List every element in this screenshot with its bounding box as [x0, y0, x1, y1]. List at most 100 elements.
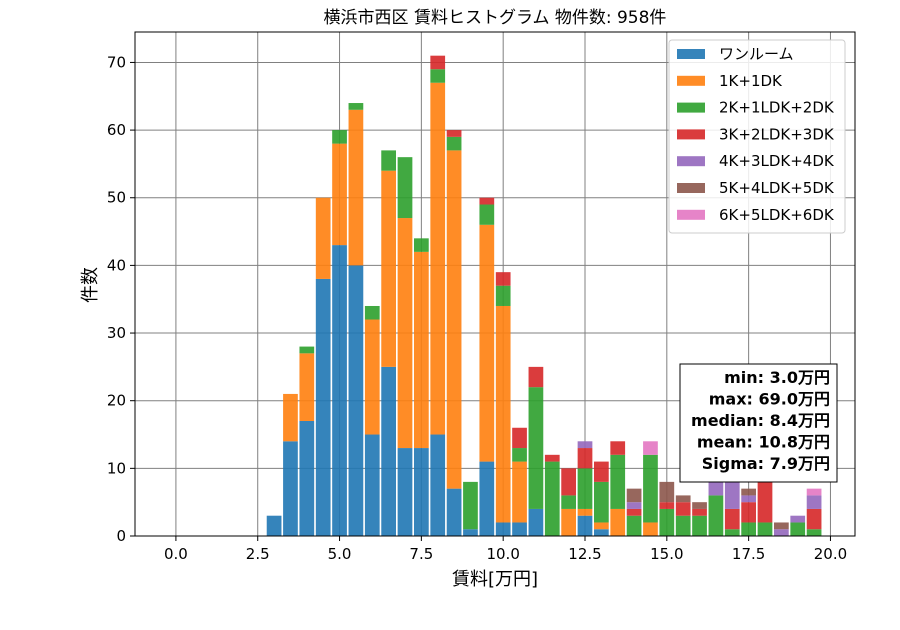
x-tick-label: 7.5: [409, 545, 433, 563]
bar: [528, 387, 544, 509]
series-6K+5LDK+6DK: [643, 441, 822, 496]
bar: [577, 508, 593, 516]
y-tick-label: 70: [107, 53, 126, 71]
bar: [463, 481, 478, 530]
bar: [315, 197, 331, 279]
bar: [332, 143, 347, 246]
bar: [708, 495, 724, 536]
bar: [643, 454, 658, 523]
x-tick-label: 10.0: [486, 545, 519, 563]
x-tick-label: 0.0: [164, 545, 188, 563]
x-tick-label: 2.5: [246, 545, 270, 563]
bar: [299, 353, 315, 421]
stats-frame: [679, 363, 838, 483]
bar: [741, 495, 756, 503]
bar: [610, 454, 626, 509]
bar: [414, 251, 429, 449]
y-tick-label: 50: [107, 189, 126, 207]
bar: [643, 522, 658, 536]
bar: [446, 136, 462, 151]
bar: [774, 529, 789, 536]
bar: [414, 238, 429, 252]
bar: [643, 441, 658, 455]
bar: [495, 522, 511, 536]
bar: [528, 508, 544, 536]
axis-ticks: 0.0 2.5 5.0 7.5 10.0 12.5 15.0 17.5 20.0 0 10 20 30 4…: [107, 53, 847, 563]
bar: [675, 502, 691, 516]
bar: [626, 488, 642, 503]
legend-swatch: [677, 183, 705, 193]
bar: [659, 508, 675, 536]
bar: [659, 502, 675, 509]
y-tick-label: 20: [107, 392, 126, 410]
bar: [315, 278, 331, 536]
grid-lines: [135, 32, 855, 537]
y-tick-label: 60: [107, 121, 126, 139]
bar: [430, 69, 446, 83]
bar: [626, 502, 642, 509]
bar: [512, 461, 527, 523]
bar: [790, 515, 806, 523]
y-tick-label: 0: [116, 527, 126, 545]
bar: [806, 529, 822, 536]
legend-swatch: [677, 156, 705, 167]
bar: [741, 488, 756, 496]
bar: [512, 522, 527, 536]
bar: [348, 109, 364, 266]
x-axis-label: 賃料[万円]: [452, 569, 538, 590]
bar: [381, 170, 396, 367]
x-tick-label: 15.0: [650, 545, 683, 563]
bar: [299, 420, 315, 536]
chart-title: 横浜市西区 賃料ヒストグラム 物件数: 958件: [324, 8, 667, 28]
bar: [724, 481, 740, 509]
bar: [266, 515, 282, 536]
bar: [430, 82, 446, 435]
bar: [790, 522, 806, 536]
bar: [675, 495, 691, 503]
bar: [724, 529, 740, 536]
bar: [495, 285, 511, 306]
bar: [446, 130, 462, 137]
stats-line: median: 8.4万円: [691, 411, 830, 430]
bar: [528, 366, 544, 388]
bar: [364, 305, 380, 320]
legend-swatch: [677, 102, 705, 113]
axes-frame: [134, 31, 856, 537]
bar: [544, 454, 560, 462]
bar: [757, 522, 773, 536]
bar: [495, 272, 511, 286]
bar: [397, 218, 413, 449]
x-tick-label: 12.5: [568, 545, 601, 563]
legend-label: 4K+3LDK+4DK: [719, 152, 835, 170]
bar: [430, 55, 446, 70]
series-ワンルーム: [266, 245, 609, 536]
bar: [561, 468, 576, 496]
bar: [283, 393, 298, 442]
stats-line: Sigma: 7.9万円: [702, 454, 830, 473]
bar: [692, 515, 707, 536]
bar: [675, 515, 691, 536]
series-1K+1DK: [283, 82, 658, 536]
bar: [430, 434, 446, 536]
y-tick-label: 10: [107, 459, 126, 477]
series-2K+1LDK+2DK: [299, 69, 822, 536]
legend-label: 1K+1DK: [719, 72, 783, 90]
bar: [610, 441, 626, 455]
bar: [397, 157, 413, 219]
bar: [479, 461, 495, 536]
x-tick-label: 17.5: [732, 545, 765, 563]
bar: [610, 508, 626, 536]
bar: [299, 346, 315, 354]
bar: [806, 508, 822, 530]
bar: [594, 481, 609, 523]
bar: [659, 481, 675, 503]
bar: [561, 495, 576, 509]
bar: [577, 448, 593, 469]
bar: [332, 245, 347, 536]
legend-swatch: [677, 49, 705, 59]
bar: [283, 441, 298, 536]
bar: [561, 508, 576, 536]
legend-frame: [668, 39, 846, 234]
stats-line: max: 69.0万円: [709, 390, 830, 409]
